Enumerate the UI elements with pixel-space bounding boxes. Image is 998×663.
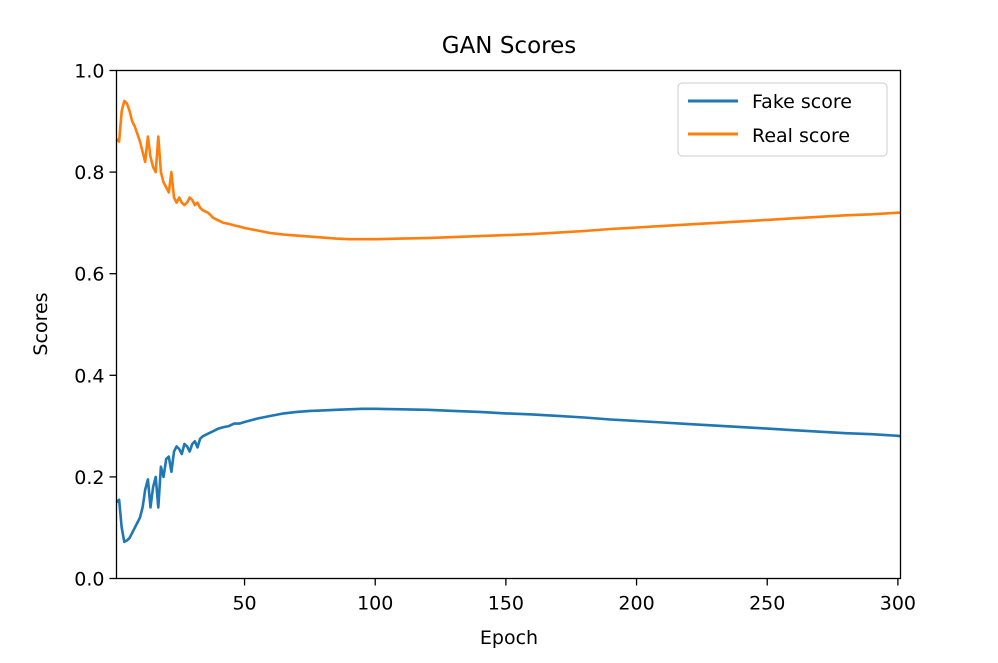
plot-frame [115,69,902,580]
legend: Fake score Real score [677,82,888,157]
series-line-fake-score [115,407,901,544]
x-tick-label: 150 [488,593,524,615]
legend-label-real-score: Real score [752,125,850,147]
y-tick-label: 0.8 [74,162,104,184]
y-tick-label: 0.4 [74,365,104,387]
legend-label-fake-score: Fake score [752,91,852,113]
y-axis-label: Scores [30,292,52,355]
series-line-real-score [115,99,901,241]
y-tick-label: 0.0 [74,569,104,591]
x-axis: 50 100 150 200 250 300 [232,578,916,615]
y-tick-label: 0.6 [74,264,104,286]
x-tick-label: 250 [749,593,785,615]
y-tick-label: 0.2 [74,467,104,489]
plot-area [115,99,901,544]
x-axis-label: Epoch [480,627,538,649]
y-tick-label: 1.0 [74,61,104,83]
chart-title: GAN Scores [442,33,576,59]
y-axis: 0.0 0.2 0.4 0.6 0.8 1.0 [74,61,117,591]
x-tick-label: 100 [357,593,393,615]
x-tick-label: 50 [232,593,256,615]
x-tick-label: 200 [618,593,654,615]
x-tick-label: 300 [880,593,916,615]
